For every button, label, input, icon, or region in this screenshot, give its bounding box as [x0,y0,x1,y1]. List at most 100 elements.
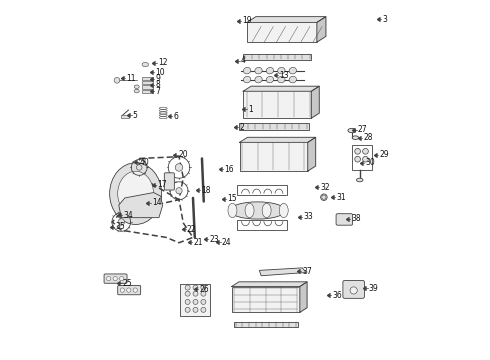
Bar [142,81,153,84]
Circle shape [355,156,361,162]
Circle shape [201,307,206,312]
Ellipse shape [255,67,262,74]
Text: 5: 5 [133,111,138,120]
Polygon shape [247,17,326,22]
Ellipse shape [266,76,273,83]
Bar [247,22,317,42]
Text: 37: 37 [302,267,312,276]
Ellipse shape [357,178,363,182]
Polygon shape [308,137,316,171]
Text: 19: 19 [243,16,252,25]
Circle shape [193,300,198,305]
Ellipse shape [142,62,148,67]
Ellipse shape [289,67,296,74]
Text: 25: 25 [122,279,132,288]
Text: 29: 29 [379,150,389,159]
Bar [240,142,308,171]
Ellipse shape [228,203,237,218]
Text: 3: 3 [382,15,387,24]
Text: 28: 28 [364,133,373,142]
Circle shape [133,288,137,292]
Bar [239,123,309,130]
Polygon shape [311,86,319,118]
Polygon shape [300,282,307,312]
Bar [142,90,153,93]
Ellipse shape [266,67,273,74]
Text: 17: 17 [157,180,167,189]
Ellipse shape [230,202,285,219]
Text: 2: 2 [239,123,244,132]
Circle shape [126,288,131,292]
Text: 20: 20 [179,150,188,159]
Text: 10: 10 [155,68,165,77]
Circle shape [193,291,198,296]
FancyBboxPatch shape [336,214,353,225]
Polygon shape [232,282,307,287]
Text: 22: 22 [187,225,196,234]
FancyBboxPatch shape [164,173,174,190]
Circle shape [185,300,190,305]
Ellipse shape [244,67,251,74]
Bar [352,145,371,170]
Ellipse shape [118,171,153,216]
Bar [237,220,287,230]
Polygon shape [259,268,306,276]
Ellipse shape [110,163,162,225]
Circle shape [185,291,190,296]
FancyBboxPatch shape [343,280,365,298]
Text: 15: 15 [227,194,237,203]
Ellipse shape [245,203,254,218]
Text: 9: 9 [155,74,160,83]
Text: 36: 36 [332,291,342,300]
Text: 31: 31 [337,193,346,202]
Text: 11: 11 [126,74,136,83]
Circle shape [185,285,190,290]
Text: 6: 6 [173,112,178,121]
FancyBboxPatch shape [118,285,141,295]
Ellipse shape [255,76,262,83]
Circle shape [355,148,361,154]
Text: 8: 8 [155,80,160,89]
Text: 30: 30 [365,158,375,167]
Ellipse shape [352,136,359,139]
Text: 40: 40 [140,158,149,167]
Text: 21: 21 [193,238,202,247]
Text: 7: 7 [155,86,160,95]
Circle shape [350,287,357,294]
Ellipse shape [262,203,271,218]
Circle shape [363,148,368,154]
Ellipse shape [134,89,139,93]
Circle shape [176,188,182,194]
Ellipse shape [289,76,296,83]
Circle shape [201,291,206,296]
Bar [142,77,153,80]
Text: 35: 35 [115,222,125,231]
Text: 34: 34 [123,211,133,220]
Circle shape [175,164,183,171]
Bar [180,284,210,316]
Text: 32: 32 [320,183,330,192]
Bar [232,287,300,312]
FancyBboxPatch shape [104,274,127,283]
Bar [234,321,298,327]
Circle shape [363,156,368,162]
Text: 24: 24 [221,238,231,247]
Polygon shape [243,86,319,91]
Circle shape [185,307,190,312]
Text: 18: 18 [201,185,210,194]
Circle shape [107,276,111,281]
Text: 33: 33 [303,212,313,221]
Text: 4: 4 [241,56,245,65]
Text: 39: 39 [368,284,378,293]
Ellipse shape [278,67,285,74]
Circle shape [136,165,142,170]
Circle shape [120,276,124,281]
Text: 16: 16 [224,165,234,174]
Text: 23: 23 [209,235,219,244]
Bar [243,54,311,60]
Polygon shape [317,17,326,42]
Text: 13: 13 [279,71,289,80]
Ellipse shape [134,85,139,89]
Text: 1: 1 [248,105,253,114]
Bar [122,115,129,118]
